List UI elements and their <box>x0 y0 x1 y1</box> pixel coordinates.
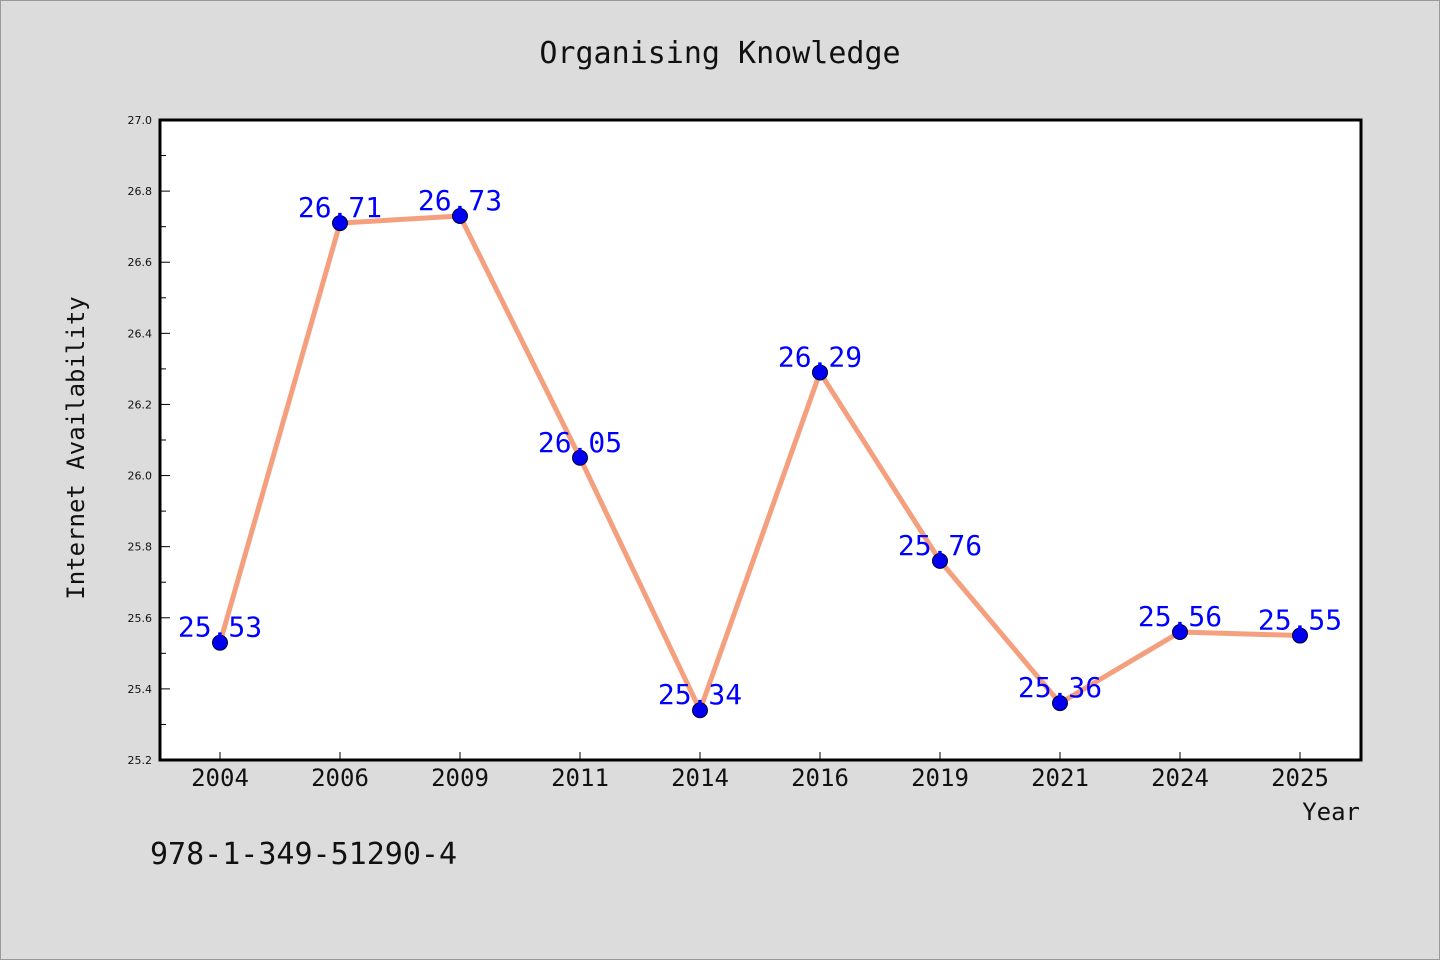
data-point <box>692 702 708 719</box>
x-tick-label: 2021 <box>1031 764 1089 792</box>
data-point <box>1172 624 1188 640</box>
x-tick-label: 2024 <box>1151 764 1209 792</box>
x-tick-label: 2011 <box>551 764 609 792</box>
y-tick-label: 26.2 <box>128 398 153 411</box>
y-tick-label: 27.0 <box>128 114 153 127</box>
data-point <box>332 215 348 232</box>
x-tick-label: 2019 <box>911 764 969 792</box>
data-label: 26.71 <box>298 191 382 224</box>
series-group: 25.53 26.71 26.73 26.05 25.34 26.29 25.76 25.36… <box>178 184 1342 719</box>
plot-area <box>158 118 1363 762</box>
data-label: 26.29 <box>778 340 862 373</box>
data-label: 25.55 <box>1258 604 1342 637</box>
x-tick-label: 2006 <box>311 764 369 792</box>
y-axis: 25.2 25.4 25.6 25.8 26.0 26.2 26.4 26.6 26.8 27.0 <box>128 114 170 767</box>
data-label: 25.36 <box>1018 671 1102 704</box>
data-label: 25.76 <box>898 529 982 562</box>
data-label: 25.53 <box>178 611 262 644</box>
y-tick-label: 25.4 <box>128 683 153 696</box>
data-point <box>452 208 468 224</box>
chart-title: Organising Knowledge <box>539 36 900 71</box>
data-point <box>212 634 228 651</box>
y-tick-label: 26.4 <box>128 327 153 340</box>
x-tick-label: 2004 <box>191 764 249 792</box>
data-point <box>1052 695 1068 712</box>
x-axis-label: Year <box>1302 798 1360 826</box>
y-tick-label: 25.8 <box>128 541 153 554</box>
x-tick-label: 2025 <box>1271 764 1329 792</box>
series-line <box>217 213 1303 713</box>
y-tick-label: 26.8 <box>128 185 153 198</box>
y-tick-label: 25.6 <box>128 612 153 625</box>
data-label: 26.73 <box>418 184 502 217</box>
y-axis-label: Internet Availability <box>62 296 90 599</box>
x-axis: 2004 2006 2009 2011 2014 2016 2019 2021 2024 2025 <box>191 752 1329 792</box>
x-tick-label: 2014 <box>671 764 729 792</box>
data-label: 25.56 <box>1138 600 1222 633</box>
y-tick-label: 26.0 <box>128 470 153 483</box>
data-point <box>572 449 588 466</box>
data-point <box>932 552 948 569</box>
x-tick-label: 2016 <box>791 764 849 792</box>
x-tick-label: 2009 <box>431 764 489 792</box>
isbn-text: 978-1-349-51290-4 <box>150 837 457 872</box>
data-point <box>1292 627 1308 644</box>
y-tick-label: 25.2 <box>128 754 153 767</box>
data-point <box>812 364 828 381</box>
data-label: 25.34 <box>658 678 742 711</box>
data-label: 26.05 <box>538 426 622 459</box>
y-tick-label: 26.6 <box>128 256 153 269</box>
